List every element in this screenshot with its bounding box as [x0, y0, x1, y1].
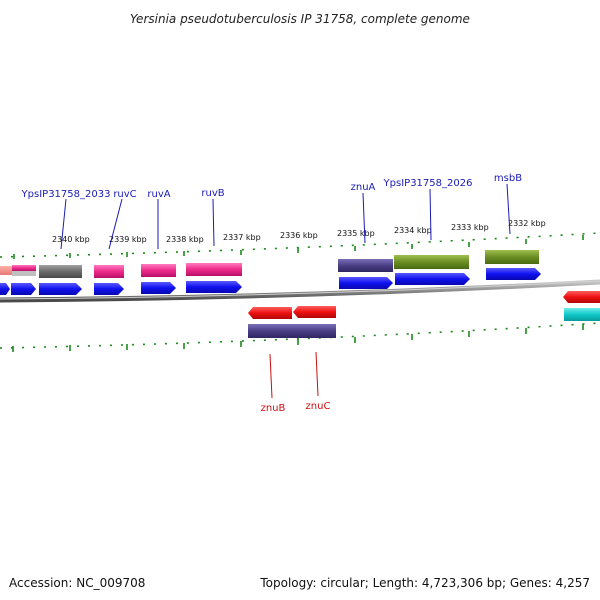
gene-arrow: [141, 282, 176, 294]
upper-leader-lines: [60, 183, 511, 250]
ruler-label: 2338 kbp: [166, 235, 204, 244]
gene-bar-ruvb: [186, 263, 242, 276]
ruler-label: 2335 kbp: [337, 229, 375, 238]
gene-bar-pink: [12, 265, 36, 271]
upper-cog-bars: [0, 250, 539, 278]
gene-bar-ruvc: [94, 265, 124, 278]
leader-line: [506, 183, 511, 235]
gene-bar-znubc: [248, 324, 336, 338]
ruler-labels: 2340 kbp 2339 kbp 2338 kbp 2337 kbp 2336…: [52, 219, 546, 244]
gene-bar-cyan: [564, 308, 600, 321]
genome-backbone: [0, 279, 600, 303]
lower-strand-arrows: [248, 291, 600, 319]
gene-bar-gray: [39, 265, 82, 278]
gene-bar-znua: [338, 259, 393, 272]
gene-arrow: [395, 273, 470, 285]
gene-arrow: [486, 268, 541, 280]
gene-label-ruva: ruvA: [147, 189, 170, 200]
lower-gene-labels: znuB znuC: [261, 401, 331, 414]
lower-cog-bars: [248, 308, 600, 338]
gene-arrow: [94, 283, 124, 295]
map-title: Yersinia pseudotuberculosis IP 31758, co…: [130, 12, 470, 26]
lower-leader-lines: [269, 351, 319, 399]
leader-line: [269, 353, 273, 399]
gene-bar-salmon: [0, 266, 12, 275]
genome-backbone-highlight: [0, 280, 600, 300]
leader-line: [315, 351, 319, 397]
gene-arrow: [339, 277, 393, 289]
gene-bar-ruva: [141, 264, 176, 277]
gene-label-znua: znuA: [351, 182, 376, 193]
upper-gene-labels: YpsIP31758_2033 ruvC ruvA ruvB znuA YpsI…: [21, 173, 523, 200]
ruler-label: 2332 kbp: [508, 219, 546, 228]
gene-arrow: [0, 283, 10, 295]
gene-bar-ypsip31758-2026: [394, 255, 469, 269]
leader-line: [212, 198, 215, 247]
ruler-label: 2339 kbp: [109, 235, 147, 244]
gene-arrow-znub: [248, 307, 292, 319]
gene-bar-msbb: [485, 250, 539, 264]
gene-bar-lightgray: [12, 271, 36, 276]
ruler-label: 2340 kbp: [52, 235, 90, 244]
leader-line: [429, 188, 432, 241]
ruler-label: 2336 kbp: [280, 231, 318, 240]
gene-arrow: [39, 283, 82, 295]
gene-arrow: [186, 281, 242, 293]
gene-arrow-right-edge: [563, 291, 600, 303]
gene-label-ruvb: ruvB: [201, 188, 224, 199]
leader-line: [60, 198, 67, 250]
gene-label-znuc: znuC: [306, 401, 331, 412]
ruler-label: 2333 kbp: [451, 223, 489, 232]
lower-tick-ring: [0, 322, 600, 352]
gene-label-znub: znuB: [261, 403, 286, 414]
genome-summary-text: Topology: circular; Length: 4,723,306 bp…: [259, 576, 590, 590]
gene-arrow: [11, 283, 36, 295]
gene-label-ypsip31758-2026: YpsIP31758_2026: [383, 178, 473, 189]
upper-strand-arrows: [0, 268, 541, 295]
gene-label-msbb: msbB: [494, 173, 522, 184]
accession-text: Accession: NC_009708: [9, 576, 145, 590]
ruler-label: 2334 kbp: [394, 226, 432, 235]
leader-line: [362, 192, 366, 244]
gene-label-ruvc: ruvC: [113, 189, 136, 200]
ruler-label: 2337 kbp: [223, 233, 261, 242]
leader-line: [108, 198, 123, 250]
upper-tick-ring: [0, 232, 600, 259]
gene-arrow-znuc: [293, 306, 336, 318]
gene-label-ypsip31758-2033: YpsIP31758_2033: [21, 189, 111, 200]
